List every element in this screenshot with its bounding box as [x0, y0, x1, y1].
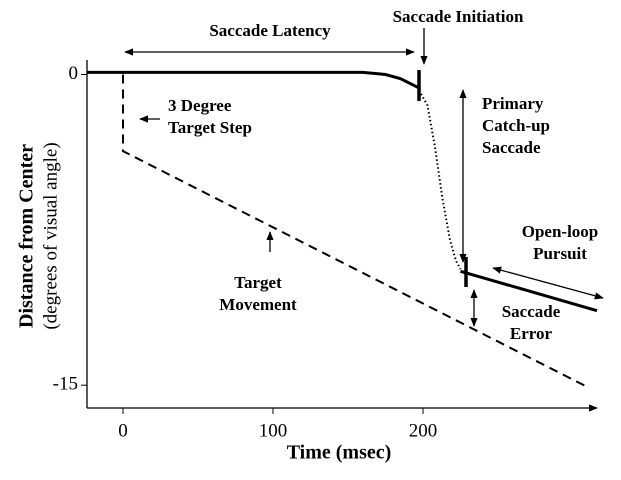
annotation: Open-loop	[522, 222, 599, 241]
y-axis-label: Distance from Center	[16, 144, 38, 328]
annotation: Saccade Latency	[209, 21, 331, 40]
annotation: Error	[510, 324, 553, 343]
series-line	[87, 70, 418, 89]
x-tick-label: 0	[118, 420, 128, 441]
y-tick-label: 0	[69, 63, 79, 84]
series-line	[460, 269, 598, 313]
x-tick-label: 100	[259, 420, 288, 441]
annotation: 3 Degree	[168, 96, 232, 115]
series-line	[416, 86, 462, 270]
annotation: Saccade	[482, 138, 541, 157]
annotation: Target Step	[168, 118, 252, 137]
annotation: Pursuit	[533, 244, 587, 263]
x-axis-label: Time (msec)	[287, 442, 392, 464]
y-tick-label: -15	[53, 374, 78, 395]
annotation: Primary	[482, 94, 544, 113]
annotation: Movement	[219, 295, 297, 314]
x-tick-label: 200	[409, 420, 438, 441]
annotation: Catch-up	[482, 116, 550, 135]
event-markers	[417, 70, 468, 287]
series-line	[122, 74, 589, 389]
annotation-arrows	[124, 28, 604, 327]
annotation: Saccade	[502, 302, 561, 321]
annotation: Target	[234, 273, 282, 292]
y-axis-label: (degrees of visual angle)	[40, 142, 61, 329]
annotation: Saccade Initiation	[393, 7, 524, 26]
